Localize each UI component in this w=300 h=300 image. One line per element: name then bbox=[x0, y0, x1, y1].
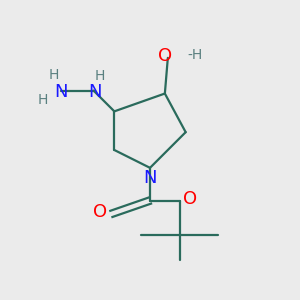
Text: H: H bbox=[38, 93, 48, 107]
Text: O: O bbox=[93, 203, 107, 221]
Text: -H: -H bbox=[187, 48, 202, 62]
Text: H: H bbox=[48, 68, 59, 82]
Text: H: H bbox=[94, 69, 105, 83]
Text: N: N bbox=[88, 83, 102, 101]
Text: N: N bbox=[143, 169, 157, 187]
Text: N: N bbox=[54, 83, 68, 101]
Text: O: O bbox=[158, 47, 172, 65]
Text: O: O bbox=[183, 190, 197, 208]
